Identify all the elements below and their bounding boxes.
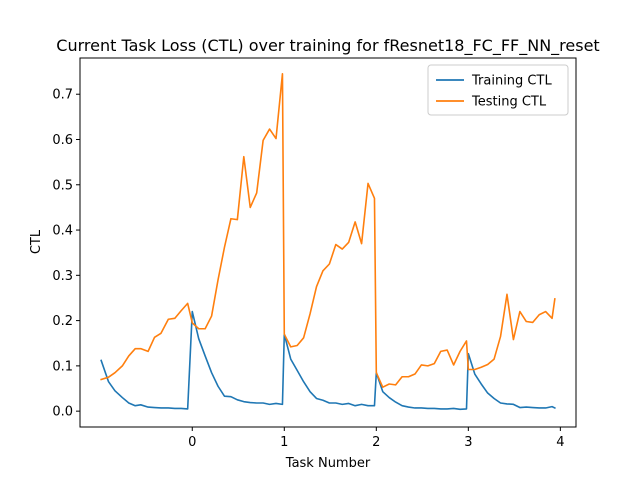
y-tick-label: 0.7: [52, 88, 73, 103]
x-axis-label: Task Number: [285, 456, 371, 471]
y-tick-label: 0.6: [52, 133, 73, 148]
axes-frame: [79, 57, 577, 428]
x-tick-label: 1: [280, 435, 288, 450]
x-tick-label: 0: [188, 435, 196, 450]
y-tick-label: 0.2: [52, 314, 73, 329]
legend: Training CTL Testing CTL: [427, 64, 569, 116]
y-tick-label: 0.0: [52, 405, 73, 420]
legend-label-testing-ctl: Testing CTL: [471, 95, 547, 110]
legend-label-training-ctl: Training CTL: [471, 74, 552, 89]
series-line-training-ctl: [100, 310, 556, 411]
x-tick-label: 2: [372, 435, 380, 450]
y-tick-label: 0.1: [52, 359, 73, 374]
y-tick-label: 0.5: [52, 178, 73, 193]
series-line-testing-ctl: [100, 73, 556, 388]
legend-box: [427, 64, 569, 116]
plot-area: 0 1 2 3 4 0.0 0.1 0.2 0.3 0.4 0.5 0.6 0.7: [52, 57, 577, 450]
x-tick-label: 4: [556, 435, 564, 450]
chart-title: Current Task Loss (CTL) over training fo…: [56, 36, 599, 56]
y-axis-label: CTL: [29, 229, 44, 254]
y-tick-label: 0.3: [52, 269, 73, 284]
y-tick-label: 0.4: [52, 224, 73, 239]
x-tick-label: 3: [464, 435, 472, 450]
